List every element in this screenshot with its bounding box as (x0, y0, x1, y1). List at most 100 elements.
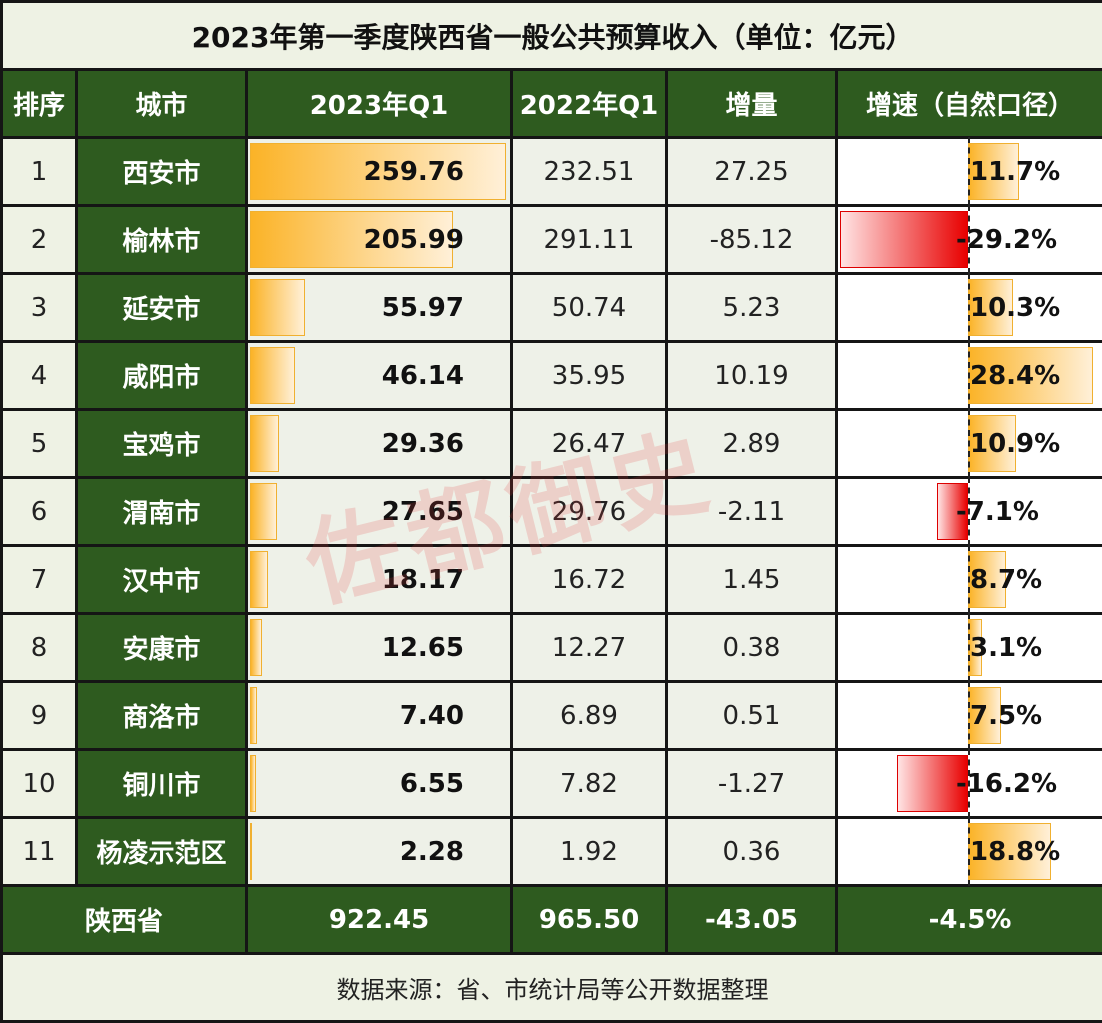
rank-cell: 7 (2, 546, 77, 614)
q2023-cell: 29.36 (247, 410, 512, 478)
change-cell: 0.38 (667, 614, 837, 682)
city-cell: 西安市 (77, 138, 247, 206)
header-growth: 增速（自然口径） (837, 70, 1102, 138)
growth-value: 8.7% (970, 565, 1042, 595)
q2023-value: 12.65 (382, 633, 464, 663)
q2022-cell: 291.11 (512, 206, 667, 274)
q2022-cell: 16.72 (512, 546, 667, 614)
header-rank: 排序 (2, 70, 77, 138)
value-bar (250, 483, 277, 540)
table-row: 10 铜川市 6.55 7.82 -1.27 -16.2% (2, 750, 1102, 818)
growth-value: 18.8% (970, 837, 1060, 867)
table-row: 3 延安市 55.97 50.74 5.23 10.3% (2, 274, 1102, 342)
value-bar (250, 823, 252, 880)
growth-cell: 28.4% (837, 342, 1102, 410)
table-row: 8 安康市 12.65 12.27 0.38 3.1% (2, 614, 1102, 682)
growth-value: 10.3% (970, 293, 1060, 323)
source-note: 数据来源：省、市统计局等公开数据整理 (2, 954, 1102, 1022)
change-cell: 2.89 (667, 410, 837, 478)
value-bar (250, 551, 268, 608)
header-city: 城市 (77, 70, 247, 138)
rank-cell: 11 (2, 818, 77, 886)
growth-cell: 3.1% (837, 614, 1102, 682)
total-change: -43.05 (667, 886, 837, 954)
growth-cell: -7.1% (837, 478, 1102, 546)
growth-cell: 10.3% (837, 274, 1102, 342)
growth-bar (840, 211, 968, 268)
rank-cell: 9 (2, 682, 77, 750)
growth-value: -16.2% (956, 769, 1057, 799)
header-change: 增量 (667, 70, 837, 138)
growth-value: -7.1% (956, 497, 1039, 527)
header-2023q1: 2023年Q1 (247, 70, 512, 138)
q2023-value: 2.28 (400, 837, 464, 867)
value-bar (250, 619, 262, 676)
header-2022q1: 2022年Q1 (512, 70, 667, 138)
total-2023q1: 922.45 (247, 886, 512, 954)
growth-value: -29.2% (956, 225, 1057, 255)
city-cell: 宝鸡市 (77, 410, 247, 478)
q2023-cell: 205.99 (247, 206, 512, 274)
change-cell: -2.11 (667, 478, 837, 546)
q2023-value: 6.55 (400, 769, 464, 799)
table-row: 5 宝鸡市 29.36 26.47 2.89 10.9% (2, 410, 1102, 478)
table-row: 9 商洛市 7.40 6.89 0.51 7.5% (2, 682, 1102, 750)
growth-cell: -29.2% (837, 206, 1102, 274)
q2023-value: 46.14 (382, 361, 464, 391)
q2023-value: 205.99 (364, 225, 464, 255)
growth-cell: 18.8% (837, 818, 1102, 886)
growth-cell: 8.7% (837, 546, 1102, 614)
growth-cell: 10.9% (837, 410, 1102, 478)
table-row: 7 汉中市 18.17 16.72 1.45 8.7% (2, 546, 1102, 614)
rank-cell: 6 (2, 478, 77, 546)
q2022-cell: 35.95 (512, 342, 667, 410)
q2022-cell: 6.89 (512, 682, 667, 750)
city-cell: 铜川市 (77, 750, 247, 818)
q2023-value: 55.97 (382, 293, 464, 323)
table-row: 4 咸阳市 46.14 35.95 10.19 28.4% (2, 342, 1102, 410)
change-cell: 0.36 (667, 818, 837, 886)
q2023-cell: 55.97 (247, 274, 512, 342)
q2022-cell: 1.92 (512, 818, 667, 886)
value-bar (250, 347, 295, 404)
change-cell: 0.51 (667, 682, 837, 750)
city-cell: 商洛市 (77, 682, 247, 750)
growth-value: 7.5% (970, 701, 1042, 731)
table-row: 11 杨凌示范区 2.28 1.92 0.36 18.8% (2, 818, 1102, 886)
rank-cell: 10 (2, 750, 77, 818)
q2023-cell: 12.65 (247, 614, 512, 682)
value-bar (250, 415, 279, 472)
q2023-value: 29.36 (382, 429, 464, 459)
q2022-cell: 12.27 (512, 614, 667, 682)
table-row: 1 西安市 259.76 232.51 27.25 11.7% (2, 138, 1102, 206)
q2023-cell: 46.14 (247, 342, 512, 410)
q2023-value: 18.17 (382, 565, 464, 595)
growth-value: 3.1% (970, 633, 1042, 663)
value-bar (250, 279, 305, 336)
q2023-value: 27.65 (382, 497, 464, 527)
rank-cell: 3 (2, 274, 77, 342)
total-growth: -4.5% (837, 886, 1102, 954)
q2022-cell: 26.47 (512, 410, 667, 478)
q2023-cell: 18.17 (247, 546, 512, 614)
q2023-cell: 6.55 (247, 750, 512, 818)
city-cell: 汉中市 (77, 546, 247, 614)
change-cell: 10.19 (667, 342, 837, 410)
table-row: 2 榆林市 205.99 291.11 -85.12 -29.2% (2, 206, 1102, 274)
total-2022q1: 965.50 (512, 886, 667, 954)
city-cell: 咸阳市 (77, 342, 247, 410)
q2023-cell: 259.76 (247, 138, 512, 206)
total-row: 陕西省 922.45 965.50 -43.05 -4.5% (2, 886, 1102, 954)
change-cell: 5.23 (667, 274, 837, 342)
growth-value: 10.9% (970, 429, 1060, 459)
rank-cell: 8 (2, 614, 77, 682)
q2023-value: 7.40 (400, 701, 464, 731)
city-cell: 榆林市 (77, 206, 247, 274)
q2023-value: 259.76 (364, 157, 464, 187)
change-cell: 1.45 (667, 546, 837, 614)
table-title: 2023年第一季度陕西省一般公共预算收入（单位：亿元） (2, 2, 1102, 70)
rank-cell: 1 (2, 138, 77, 206)
q2022-cell: 232.51 (512, 138, 667, 206)
q2023-cell: 2.28 (247, 818, 512, 886)
city-cell: 安康市 (77, 614, 247, 682)
